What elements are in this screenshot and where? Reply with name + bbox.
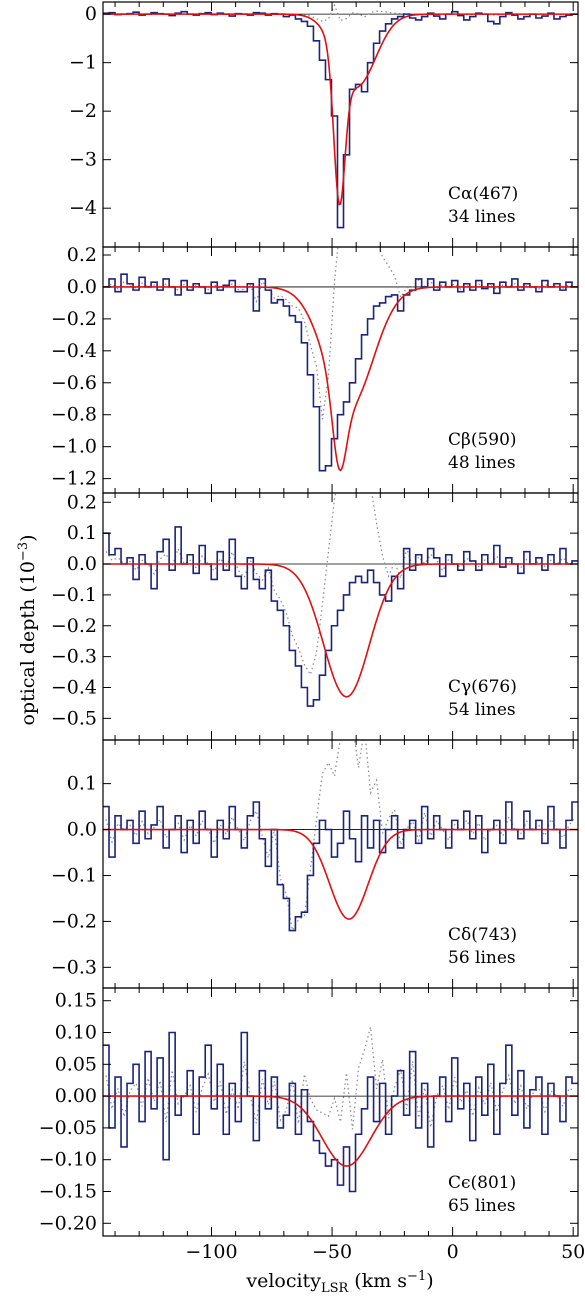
x-tick-label: 50	[561, 1241, 585, 1263]
panel-frame	[102, 987, 579, 1237]
y-tick-label: 0.0	[67, 819, 97, 841]
panel-4: 0.1 0.0 −0.1 −0.2 −0.3 Cδ(743) 56 lines	[51, 739, 579, 989]
panel-plot-area	[103, 493, 578, 707]
x-axis-label: velocityLSR (km s−1)	[245, 1269, 433, 1296]
y-tick-label: 0.00	[55, 1085, 97, 1107]
y-tick-label: 0.05	[55, 1053, 97, 1075]
y-tick-label: −0.2	[51, 910, 97, 932]
panel-transition-label: Cα(467)	[448, 184, 518, 204]
panel-transition-label: Cβ(590)	[448, 430, 517, 450]
y-tick-label: −0.6	[51, 372, 97, 394]
panel-lines-label: 48 lines	[448, 453, 516, 473]
fit-curve-line	[103, 563, 578, 698]
panel-3: 0.2 0.1 0.0 −0.1 −0.2 −0.3 −0.4 −0.5 Cγ(676) 54 l…	[51, 491, 579, 741]
y-tick-label: 0.2	[67, 491, 97, 513]
panel-plot-area	[103, 247, 578, 472]
y-tick-label: 0.1	[67, 522, 97, 544]
panel-plot-area	[103, 1026, 578, 1193]
x-tick-label: 0	[447, 1241, 459, 1263]
fit-curve-line	[103, 286, 578, 472]
residual-line	[105, 1026, 576, 1130]
y-tick-label: −0.5	[51, 707, 97, 729]
y-tick-label: −0.4	[51, 677, 97, 699]
y-tick-label: −2	[69, 100, 97, 122]
fit-curve-line	[103, 13, 578, 206]
panel-transition-label: Cγ(676)	[448, 677, 517, 697]
x-tick-label: −100	[185, 1241, 237, 1263]
y-tick-label: 0.2	[67, 244, 97, 266]
data-series-line	[103, 801, 578, 932]
y-tick-label: 0.1	[67, 773, 97, 795]
y-tick-label: −3	[69, 149, 97, 171]
panel-lines-label: 54 lines	[448, 700, 516, 720]
data-series-line	[103, 273, 578, 472]
panel-lines-label: 34 lines	[448, 207, 516, 227]
data-series-line	[103, 10, 578, 229]
y-tick-label: −0.2	[51, 615, 97, 637]
y-tick-label: 0.15	[55, 990, 97, 1012]
panel-5: 0.15 0.10 0.05 0.00 −0.05 −0.10 −0.15 −0.20 Cϵ(8…	[39, 987, 585, 1263]
y-tick-label: −0.15	[39, 1180, 97, 1202]
fit-curve-line	[103, 1095, 578, 1167]
y-tick-label: 0	[85, 3, 97, 25]
y-tick-label: −4	[69, 197, 97, 219]
y-tick-label: −0.8	[51, 404, 97, 426]
y-tick-label: −1	[69, 52, 97, 74]
panel-lines-label: 65 lines	[448, 1196, 516, 1216]
y-tick-label: −0.05	[39, 1117, 97, 1139]
x-tick-label: −50	[312, 1241, 352, 1263]
y-tick-label: −1.2	[51, 468, 97, 490]
panel-1: 0 −1 −2 −3 −4 Cα(467) 34 lines	[69, 1, 579, 248]
panel-transition-label: Cϵ(801)	[448, 1173, 516, 1193]
panel-transition-label: Cδ(743)	[448, 925, 517, 945]
y-tick-label: −0.1	[51, 864, 97, 886]
panel-2: 0.2 0.0 −0.2 −0.4 −0.6 −0.8 −1.0 −1.2 Cβ(590) 48 …	[51, 244, 579, 494]
y-tick-label: −0.10	[39, 1149, 97, 1171]
fit-curve-line	[103, 828, 578, 920]
residual-line	[105, 247, 576, 420]
y-tick-label: −0.2	[51, 308, 97, 330]
y-tick-label: −0.4	[51, 340, 97, 362]
panels-group: 0 −1 −2 −3 −4 Cα(467) 34 lines 0.2 0.0 −0.2 −0.4 −0…	[39, 1, 585, 1263]
panel-plot-area	[103, 3, 578, 229]
y-tick-label: −0.3	[51, 956, 97, 978]
y-axis-label: optical depth (10−3)	[16, 534, 39, 725]
y-tick-label: −0.1	[51, 584, 97, 606]
panel-lines-label: 56 lines	[448, 948, 516, 968]
y-tick-label: 0.0	[67, 276, 97, 298]
y-tick-label: −0.3	[51, 646, 97, 668]
residual-line	[105, 740, 576, 933]
panel-plot-area	[103, 740, 578, 933]
y-tick-label: −1.0	[51, 436, 97, 458]
data-series-line	[103, 1031, 578, 1193]
y-tick-label: −0.20	[39, 1212, 97, 1234]
y-tick-label: 0.10	[55, 1022, 97, 1044]
y-tick-label: 0.0	[67, 553, 97, 575]
